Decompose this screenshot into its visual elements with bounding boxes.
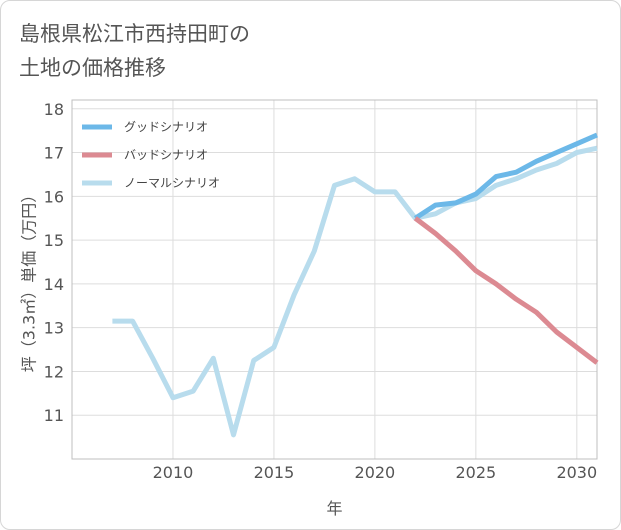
x-tick-label: 2015 xyxy=(254,463,295,482)
legend-label-3: ノーマルシナリオ xyxy=(124,176,220,190)
y-tick-label: 15 xyxy=(44,231,64,250)
y-tick-label: 17 xyxy=(44,144,64,163)
x-axis-title: 年 xyxy=(326,499,342,518)
series-layer xyxy=(112,132,599,438)
y-tick-label: 16 xyxy=(44,187,64,206)
legend-label-1: グッドシナリオ xyxy=(124,120,208,134)
x-tick-label: 2010 xyxy=(153,463,194,482)
legend-label-2: バッドシナリオ xyxy=(124,148,208,162)
chart-title-line-1: 島根県松江市西持田町の xyxy=(19,22,250,46)
plot-area-frame xyxy=(71,99,598,460)
chart-title-line-2: 土地の価格推移 xyxy=(19,56,166,80)
y-tick-label: 12 xyxy=(44,362,64,381)
y-tick-label: 18 xyxy=(44,100,64,119)
y-tick-label: 11 xyxy=(44,406,64,425)
x-tick-label: 2025 xyxy=(455,463,496,482)
series-line-3 xyxy=(112,145,598,438)
y-tick-label: 13 xyxy=(44,319,64,338)
y-tick-label: 14 xyxy=(44,275,64,294)
x-tick-label: 2020 xyxy=(355,463,396,482)
y-axis-title: 坪（3.3㎡）単価（万円） xyxy=(20,187,39,372)
series-line-2 xyxy=(413,216,599,365)
series-line-1 xyxy=(413,132,598,221)
x-tick-label: 2030 xyxy=(556,463,597,482)
chart-title: 島根県松江市西持田町の 土地の価格推移 xyxy=(19,17,250,85)
axis-ticks: 2010 2015 2020 2025 2030 11 12 13 14 15 16 17 18 xyxy=(44,100,598,482)
